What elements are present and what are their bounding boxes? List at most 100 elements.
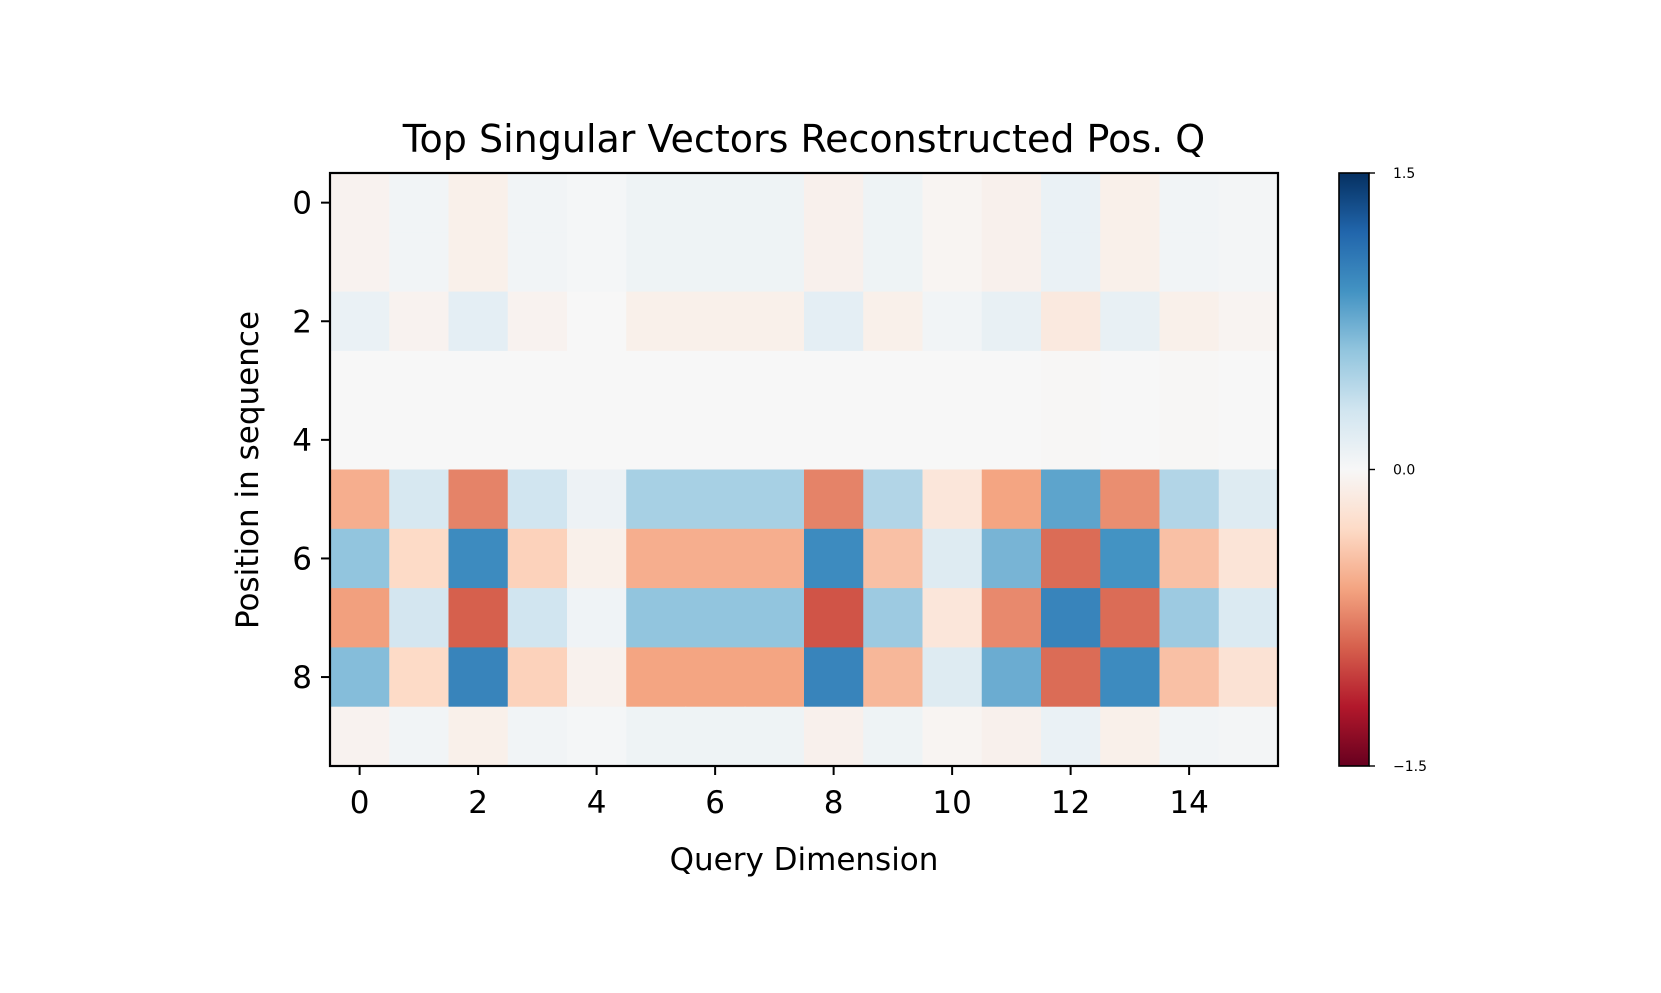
heatmap-cell xyxy=(1041,588,1101,648)
heatmap-cell xyxy=(744,706,805,767)
heatmap-cell xyxy=(744,647,805,708)
heatmap-cell xyxy=(981,469,1042,530)
heatmap-cell xyxy=(1100,232,1161,293)
heatmap-cell xyxy=(1218,706,1279,767)
heatmap-cell xyxy=(330,410,390,471)
heatmap-cell xyxy=(626,173,687,233)
heatmap-cell xyxy=(626,350,687,411)
heatmap-cell xyxy=(567,706,627,767)
heatmap-cell xyxy=(1041,291,1101,352)
heatmap-cell xyxy=(330,291,390,352)
heatmap-cell xyxy=(1159,173,1220,233)
heatmap-cell xyxy=(1041,706,1101,767)
x-tick-label: 12 xyxy=(1051,785,1090,821)
heatmap-cell xyxy=(863,706,924,767)
heatmap-cell xyxy=(567,410,627,471)
x-tick-label: 10 xyxy=(932,785,971,821)
heatmap-cell xyxy=(567,232,627,293)
heatmap-cell xyxy=(626,232,687,293)
heatmap-cell xyxy=(863,350,924,411)
heatmap-cell xyxy=(448,528,509,589)
heatmap-cell xyxy=(1159,410,1220,471)
heatmap-cell xyxy=(1100,706,1161,767)
heatmap-cell xyxy=(863,291,924,352)
heatmap-cell xyxy=(685,706,746,767)
heatmap-cell xyxy=(626,588,687,648)
heatmap-cell xyxy=(1159,528,1220,589)
y-tick-label: 0 xyxy=(292,186,312,222)
heatmap-cell xyxy=(448,469,509,530)
heatmap-cell xyxy=(389,647,450,708)
heatmap-cell xyxy=(922,647,983,708)
heatmap-cell xyxy=(626,528,687,589)
heatmap-cell xyxy=(804,469,864,530)
heatmap-cell xyxy=(863,588,924,648)
heatmap-cell xyxy=(685,410,746,471)
heatmap-cell xyxy=(685,469,746,530)
heatmap-cell xyxy=(507,350,568,411)
heatmap-cell xyxy=(1218,410,1279,471)
heatmap-cell xyxy=(1159,350,1220,411)
heatmap-cell xyxy=(804,173,864,233)
x-tick-label: 0 xyxy=(350,785,370,821)
heatmap-cell xyxy=(1100,350,1161,411)
heatmap-cell xyxy=(685,588,746,648)
heatmap-cell xyxy=(744,588,805,648)
heatmap-cell xyxy=(330,350,390,411)
heatmap-cell xyxy=(1100,647,1161,708)
heatmap-cell xyxy=(389,173,450,233)
heatmap-cell xyxy=(863,232,924,293)
heatmap-cell xyxy=(1159,469,1220,530)
heatmap-cell xyxy=(1218,528,1279,589)
y-axis-label: Position in sequence xyxy=(230,311,266,629)
heatmap-cell xyxy=(626,291,687,352)
heatmap-cell xyxy=(507,173,568,233)
heatmap-cell xyxy=(567,647,627,708)
heatmap-cell xyxy=(804,350,864,411)
heatmap-cell xyxy=(981,173,1042,233)
heatmap-cell xyxy=(1041,232,1101,293)
heatmap-cell xyxy=(507,291,568,352)
heatmap-cell xyxy=(804,410,864,471)
heatmap-cell xyxy=(389,469,450,530)
heatmap-cell xyxy=(330,647,390,708)
heatmap-cell xyxy=(330,528,390,589)
heatmap-cell xyxy=(1218,588,1279,648)
heatmap-cell xyxy=(922,173,983,233)
heatmap-cell xyxy=(922,528,983,589)
x-tick-label: 8 xyxy=(824,785,844,821)
heatmap-cell xyxy=(389,291,450,352)
heatmap-cell xyxy=(1041,350,1101,411)
heatmap-cell xyxy=(685,232,746,293)
heatmap-cell xyxy=(981,647,1042,708)
heatmap-cell xyxy=(626,706,687,767)
heatmap-cell xyxy=(507,528,568,589)
heatmap-cell xyxy=(863,528,924,589)
heatmap-cell xyxy=(922,469,983,530)
heatmap-cell xyxy=(1041,410,1101,471)
heatmap-cell xyxy=(567,528,627,589)
heatmap-cell xyxy=(389,410,450,471)
x-axis-label: Query Dimension xyxy=(670,842,939,878)
heatmap-cell xyxy=(804,291,864,352)
heatmap-cell xyxy=(448,410,509,471)
heatmap-cell xyxy=(567,291,627,352)
heatmap-cell xyxy=(330,173,390,233)
heatmap-cell xyxy=(744,291,805,352)
heatmap-cell xyxy=(981,232,1042,293)
y-tick-label: 6 xyxy=(292,541,312,577)
heatmap-cell xyxy=(389,528,450,589)
heatmap-cell xyxy=(507,232,568,293)
heatmap-cell xyxy=(507,706,568,767)
plot-frame xyxy=(328,171,1280,768)
heatmap-cell xyxy=(448,706,509,767)
heatmap-cell xyxy=(567,469,627,530)
heatmap-cell xyxy=(685,173,746,233)
heatmap-cell xyxy=(507,588,568,648)
heatmap-cell xyxy=(567,350,627,411)
heatmap-cell xyxy=(389,588,450,648)
colorbar-tick-label: 1.5 xyxy=(1393,166,1415,182)
heatmap-cell xyxy=(1041,173,1101,233)
heatmap-cell xyxy=(981,350,1042,411)
heatmap-cell xyxy=(448,173,509,233)
